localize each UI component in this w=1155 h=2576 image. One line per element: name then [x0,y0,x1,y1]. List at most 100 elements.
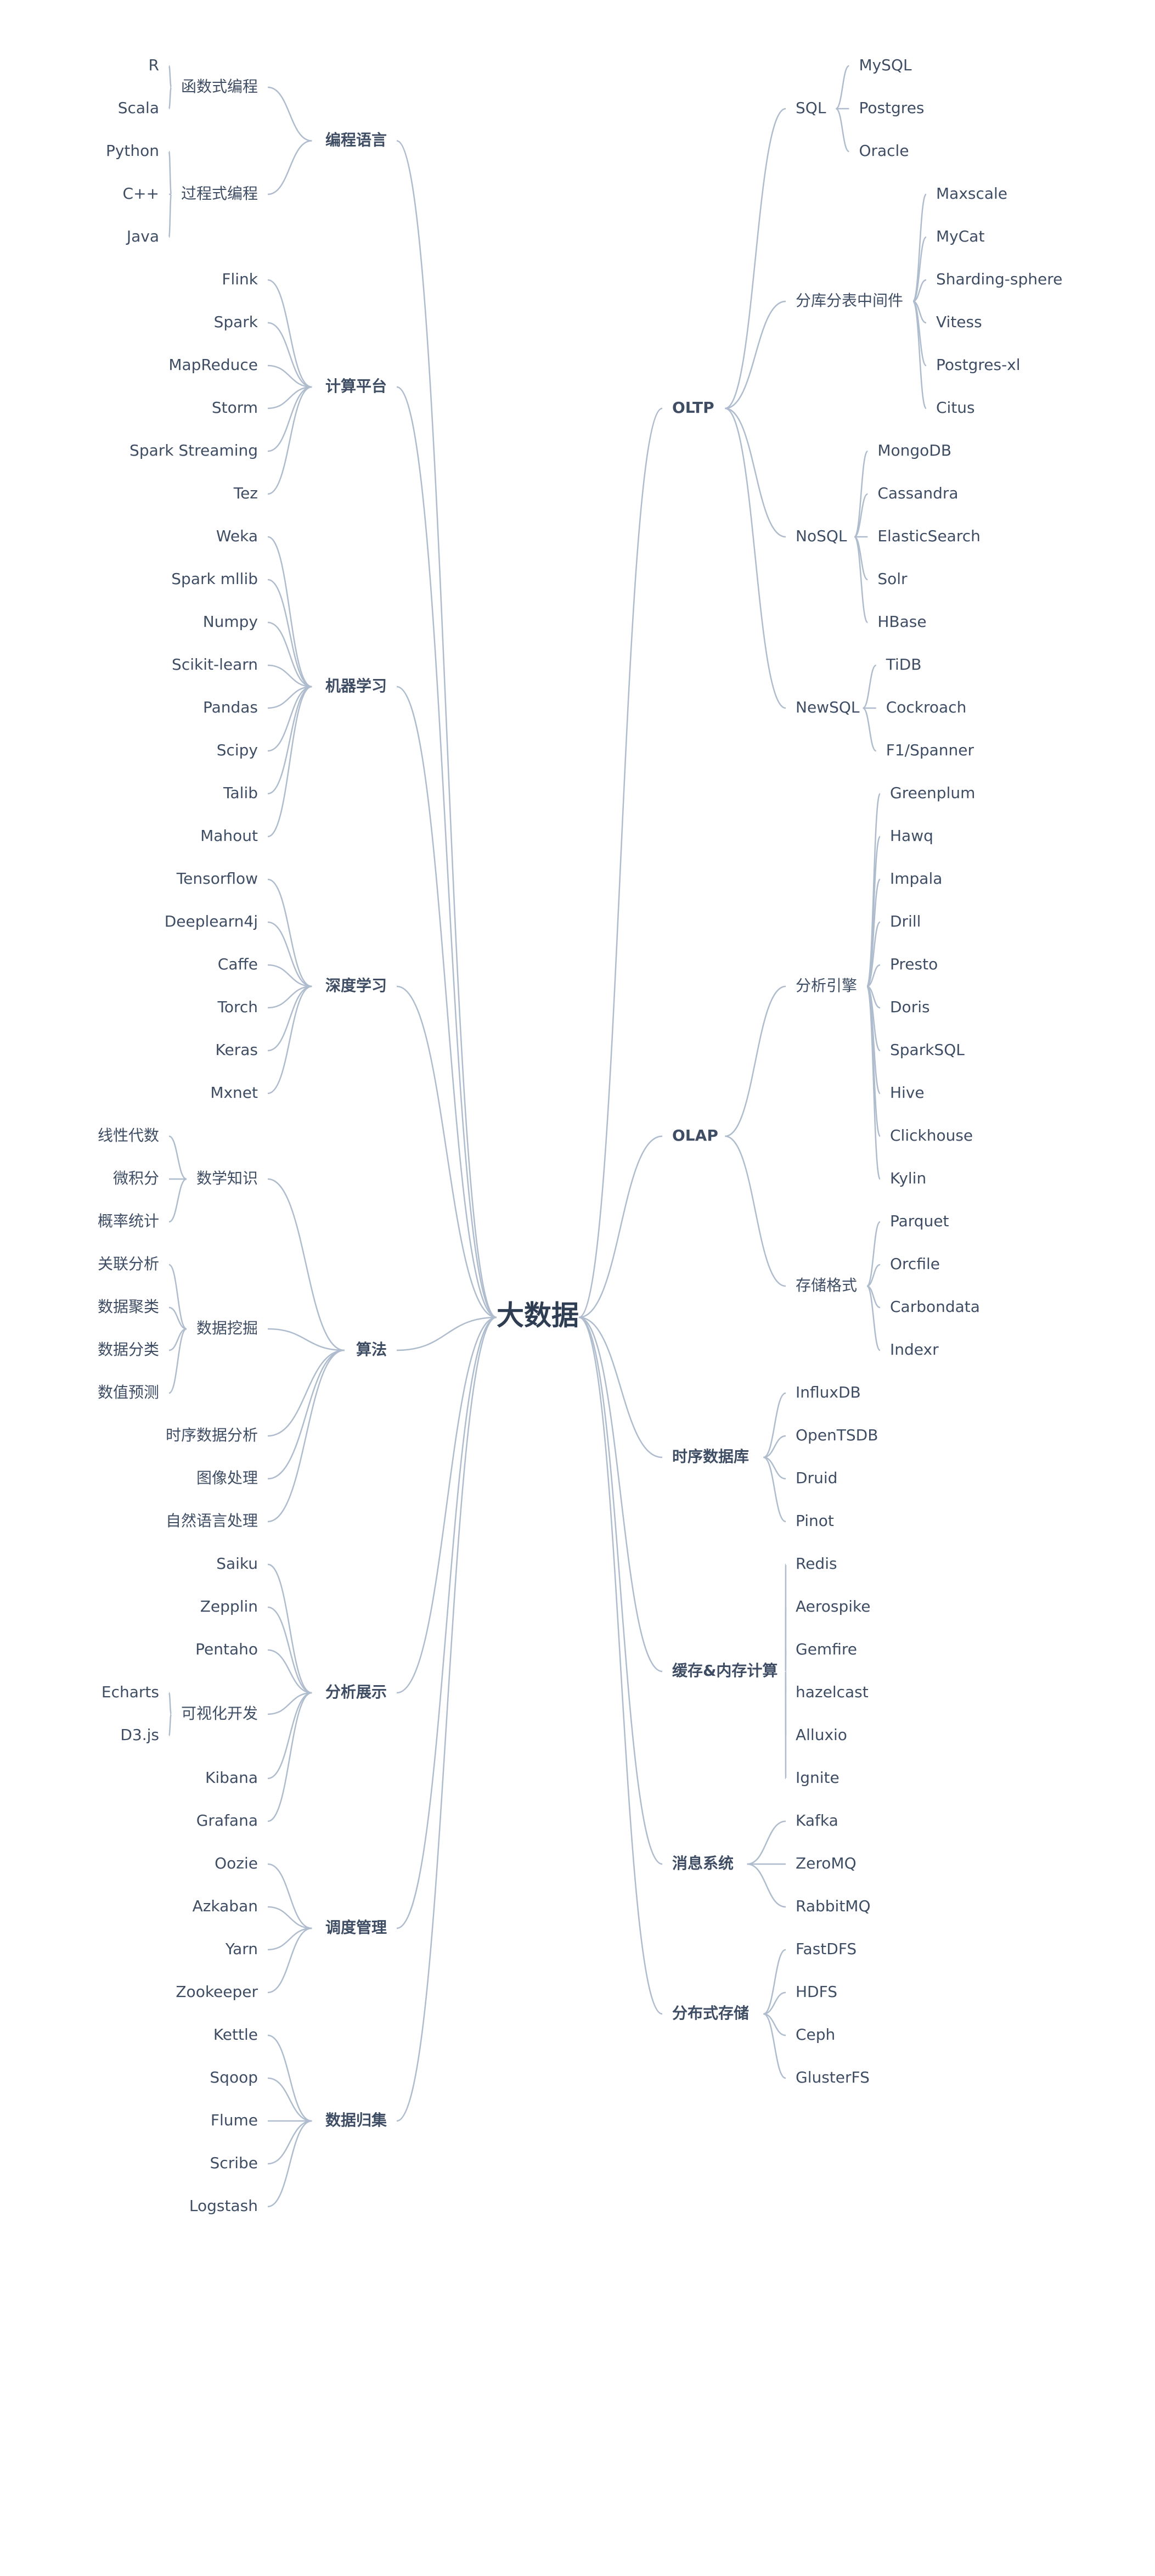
leaf-greenplum: Greenplum [890,784,975,802]
root-to-branch-line [396,985,497,1318]
subbranch-node: 存储格式 [796,1276,857,1294]
subbranch-to-leaf-line [866,1285,881,1351]
branch-to-leaf-line [267,686,312,709]
node-labels: 编程语言 函数式编程 R Scala 过程式编程 Python C++ Java 计算平台 Fli… [98,56,1062,2215]
branch-node: 编程语言 [325,131,387,149]
leaf-sqoop: Sqoop [210,2068,258,2086]
root-to-branch-line [396,686,497,1318]
branch-to-leaf-line [267,1563,312,1694]
subbranch-to-leaf-line [168,1713,172,1737]
leaf-flink: Flink [222,270,258,288]
leaf-cassandra: Cassandra [877,484,958,502]
leaf-postgres: Postgres [859,99,924,117]
branch-node: 消息系统 [672,1854,734,1872]
leaf-storm: Storm [212,399,258,417]
subbranch-to-leaf-line [168,150,172,195]
subbranch-node: 分析引擎 [796,976,857,995]
leaf-ceph: Ceph [796,2025,835,2044]
leaf-zookeeper: Zookeeper [176,1983,258,2001]
branch-to-leaf-line [267,386,312,495]
leaf-druid: Druid [796,1469,837,1487]
leaf-orcfile: Orcfile [890,1255,940,1273]
subbranch-node: 分库分表中间件 [796,291,903,310]
leaf-maxscale: Maxscale [936,184,1007,203]
leaf-mysql: MySQL [859,56,912,74]
subbranch-sql: SQL [796,99,826,117]
leaf-parquet: Parquet [890,1212,949,1230]
leaf-scribe: Scribe [210,2154,258,2172]
leaf-node: 时序数据分析 [166,1426,258,1444]
branch-to-leaf-line [267,1863,312,1929]
branch-to-leaf-line [267,279,312,388]
leaf-spark-mllib: Spark mllib [171,570,258,588]
leaf-gemfire: Gemfire [796,1640,857,1658]
leaf-carbondata: Carbondata [890,1298,980,1316]
leaf-java: Java [126,227,159,245]
branch-to-leaf-line [267,985,312,1052]
leaf-hbase: HBase [877,613,926,631]
branch-node: 调度管理 [325,1918,387,1937]
leaf-spark-streaming: Spark Streaming [129,441,258,459]
leaf-kettle: Kettle [213,2025,258,2044]
leaf-sparksql: SparkSQL [890,1041,965,1059]
branch-to-subbranch-line [725,407,786,709]
branch-node: 分析展示 [325,1683,387,1701]
branch-to-leaf-line [267,2077,312,2122]
leaf-mahout: Mahout [200,827,258,845]
subbranch-to-leaf-line [854,493,868,538]
subbranch-to-leaf-line [168,1328,187,1394]
leaf-kylin: Kylin [890,1169,926,1187]
branch-olap: OLAP [672,1126,718,1144]
leaf-scipy: Scipy [217,741,258,759]
branch-to-leaf-line [267,1349,345,1480]
leaf-zeromq: ZeroMQ [796,1854,857,1872]
connector-lines [168,65,927,2208]
leaf-scikit-learn: Scikit-learn [172,655,258,674]
leaf-sharding-sphere: Sharding-sphere [936,270,1062,288]
leaf-caffe: Caffe [218,955,258,973]
leaf-node: 数据分类 [98,1340,159,1359]
leaf-oozie: Oozie [215,1854,258,1872]
leaf-keras: Keras [216,1041,258,1059]
leaf-glusterfs: GlusterFS [796,2068,870,2086]
leaf-d3-js: D3.js [120,1726,159,1744]
leaf-saiku: Saiku [216,1554,258,1573]
leaf-talib: Talib [223,784,258,802]
leaf-hazelcast: hazelcast [796,1683,869,1701]
branch-to-leaf-line [763,1392,786,1458]
leaf-node: 线性代数 [98,1126,159,1144]
leaf-mongodb: MongoDB [877,441,951,459]
branch-node: 机器学习 [325,677,387,695]
branch-to-leaf-line [267,878,312,987]
leaf-tidb: TiDB [886,655,922,674]
leaf-influxdb: InfluxDB [796,1383,861,1401]
subbranch-to-leaf-line [912,236,927,302]
branch-to-leaf-line [267,1349,345,1437]
leaf-yarn: Yarn [225,1940,258,1958]
subbranch-node: 数学知识 [196,1169,258,1187]
leaf-tensorflow: Tensorflow [176,869,258,888]
root-to-branch-line [396,1316,497,1351]
leaf-kibana: Kibana [205,1769,258,1787]
leaf-elasticsearch: ElasticSearch [877,527,981,545]
leaf-grafana: Grafana [196,1811,258,1829]
leaf-rabbitmq: RabbitMQ [796,1897,871,1915]
leaf-node: 数值预测 [98,1383,159,1401]
leaf-weka: Weka [216,527,258,545]
branch-to-subbranch-line [725,300,786,409]
subbranch-to-leaf-line [854,450,869,538]
leaf-node: 自然语言处理 [166,1512,258,1530]
subbranch-node: 函数式编程 [181,77,258,96]
subbranch-to-leaf-line [168,193,172,238]
root-to-branch-line [396,386,497,1318]
leaf-solr: Solr [877,570,908,588]
leaf-pandas: Pandas [203,698,258,716]
subbranch-to-leaf-line [912,193,927,302]
subbranch-to-leaf-line [863,707,877,752]
subbranch-to-leaf-line [168,1178,187,1223]
root-to-branch-line [578,1135,663,1318]
leaf-tez: Tez [233,484,258,502]
branch-to-leaf-line [267,686,312,795]
subbranch-to-leaf-line [168,65,172,88]
